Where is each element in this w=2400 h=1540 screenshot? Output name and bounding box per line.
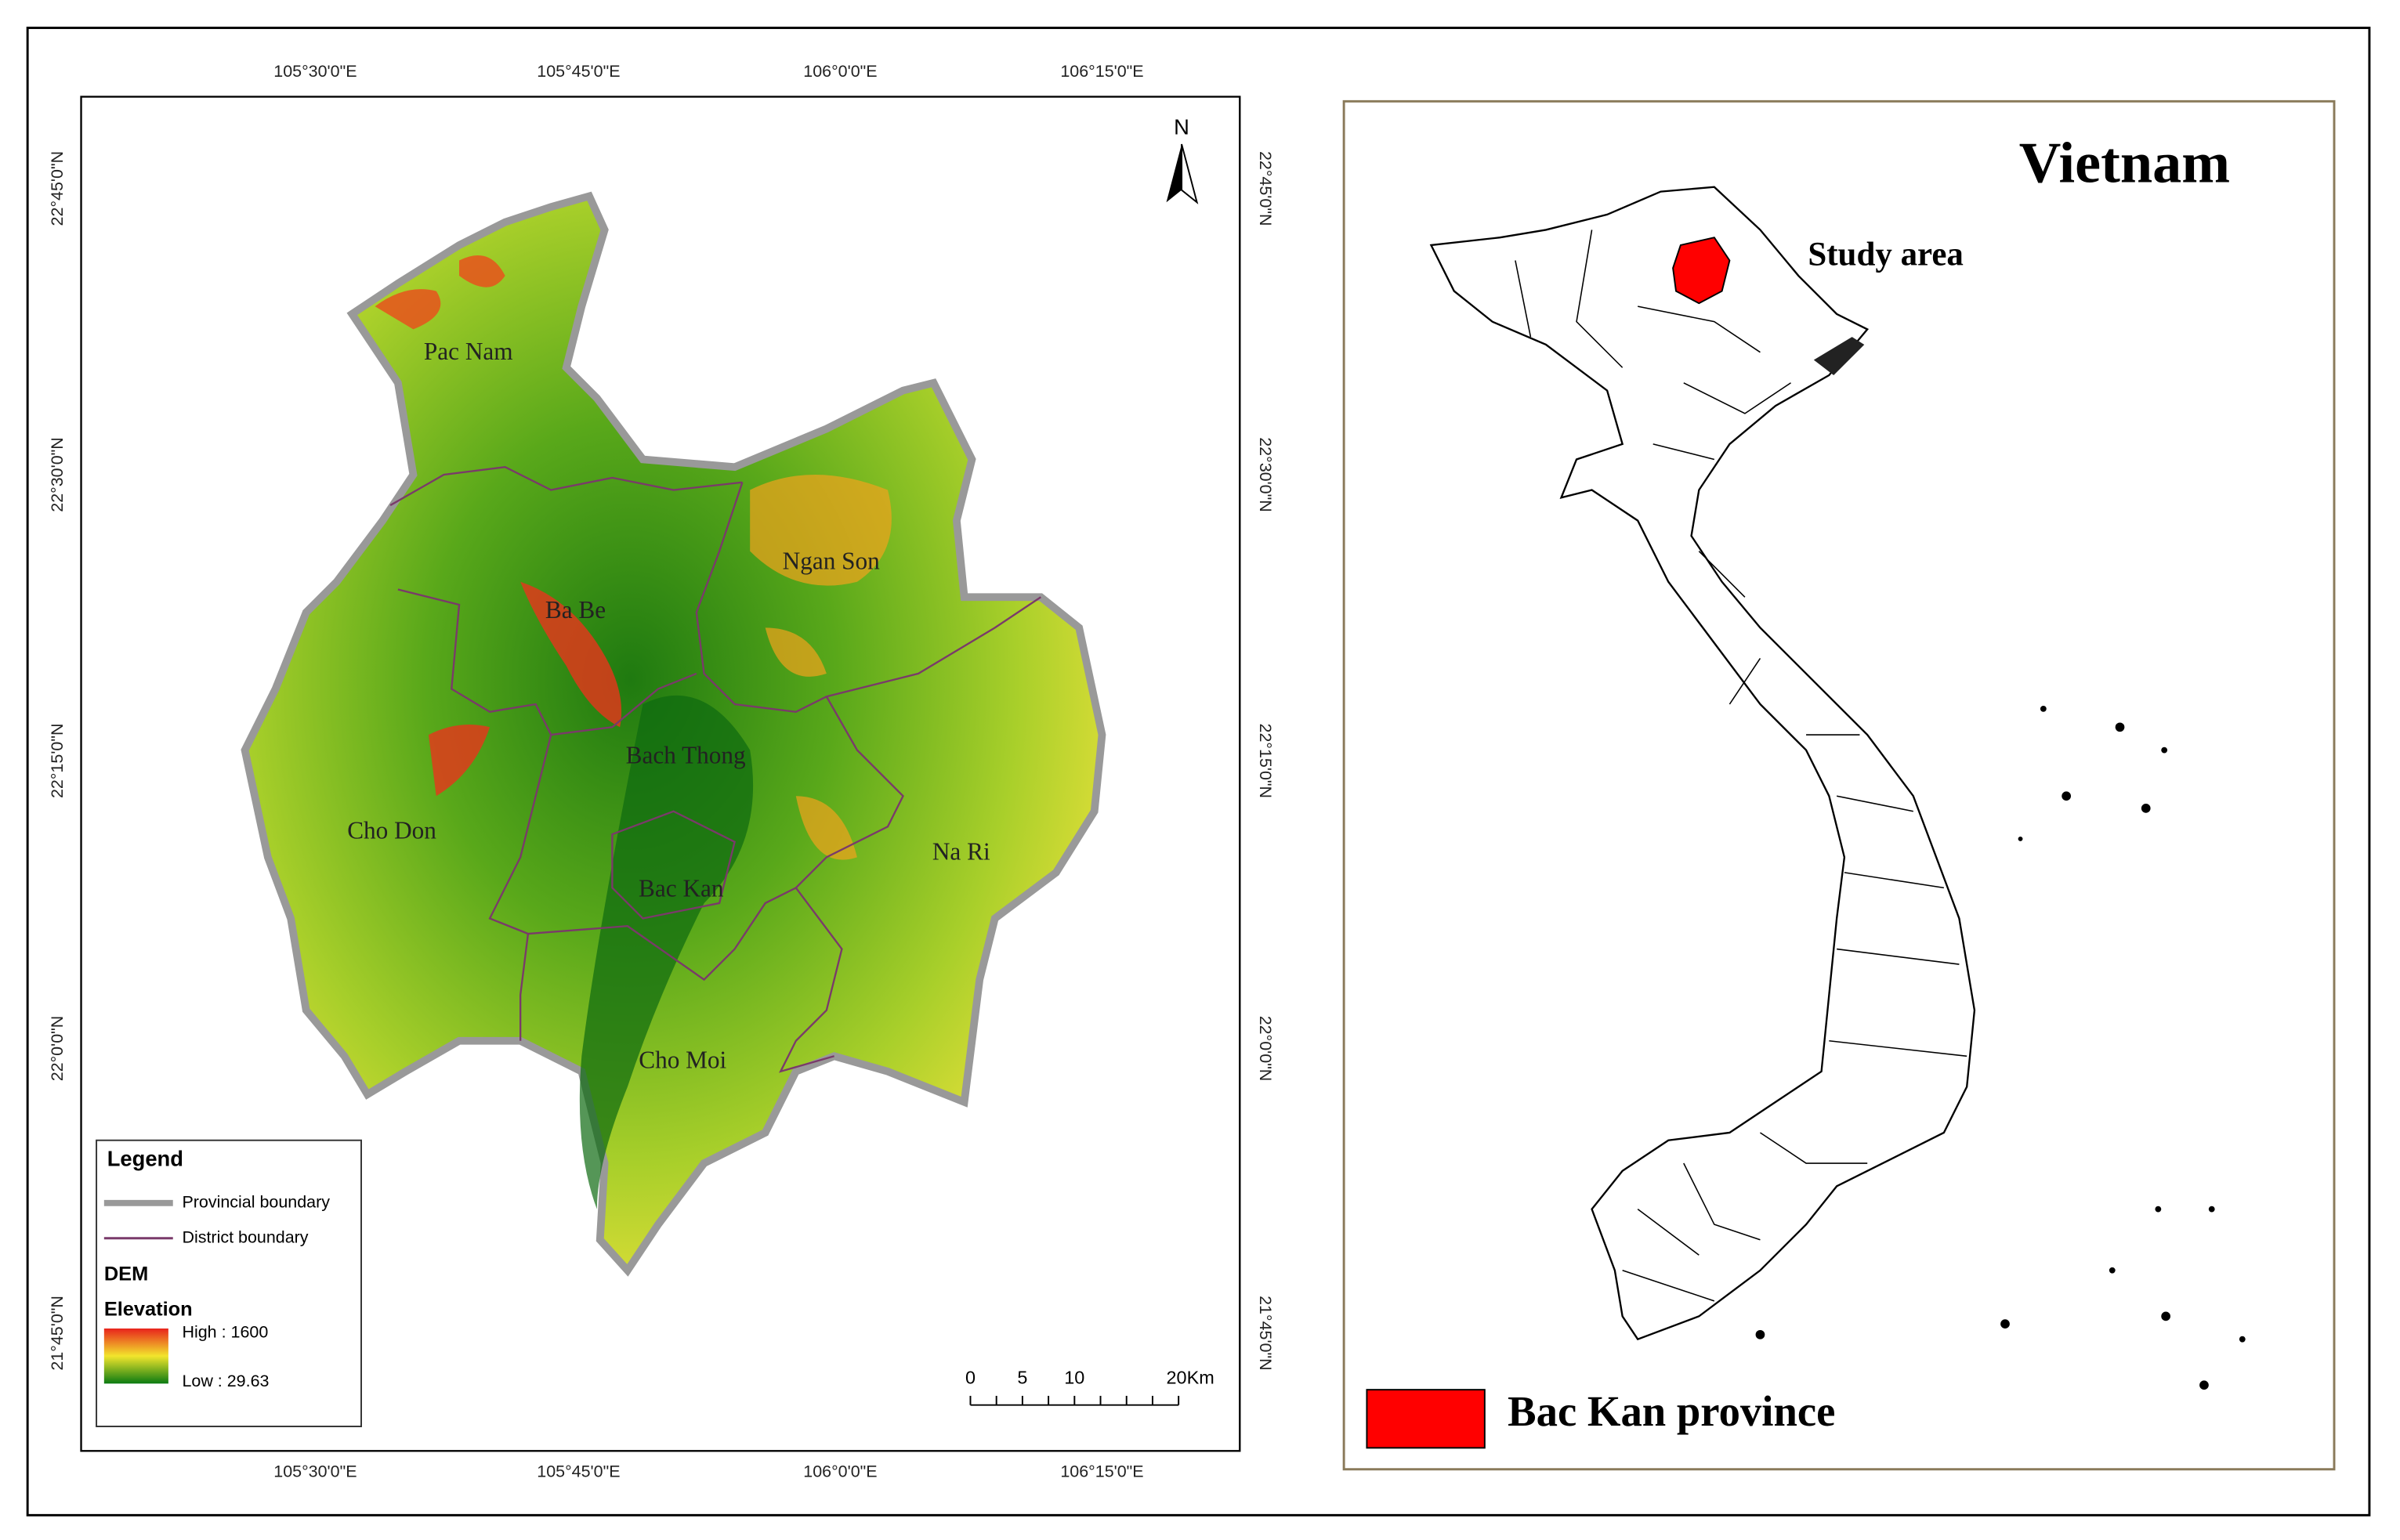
district-label: Bac Kan [639, 874, 724, 902]
lat-label: 22°0'0"N [1256, 1016, 1275, 1082]
lon-label: 105°30'0"E [273, 1462, 357, 1480]
scale-label: 5 [1017, 1368, 1027, 1388]
elevation-ramp [103, 1329, 168, 1384]
district-label: Na Ri [932, 838, 990, 866]
lon-label: 106°0'0"E [803, 62, 877, 81]
study-area-label: Study area [1808, 236, 1964, 273]
low-label: Low : 29.63 [182, 1372, 269, 1390]
vietnam-map [1429, 186, 2246, 1390]
district-label: Pac Nam [424, 338, 513, 365]
islands [1813, 337, 1865, 376]
province [241, 191, 1106, 1277]
district-label: Ngan Son [783, 547, 881, 574]
province-lines [1515, 230, 1967, 1302]
lat-label: 21°45'0"N [48, 1296, 67, 1371]
lat-label: 22°30'0"N [48, 437, 67, 512]
lon-label: 105°45'0"E [537, 62, 620, 81]
lon-label: 105°30'0"E [273, 62, 357, 81]
mid-terrain [750, 474, 892, 860]
district-labels: Pac Nam Ba Be Ngan Son Bach Thong Cho Don Bac… [347, 338, 990, 1073]
legend-title: Legend [107, 1146, 183, 1170]
lat-label: 22°15'0"N [48, 724, 67, 799]
lon-label: 106°15'0"E [1060, 62, 1143, 81]
lon-label: 106°0'0"E [803, 1462, 877, 1480]
north-arrow-left [1166, 144, 1182, 203]
legend-label: Bac Kan province [1508, 1387, 1835, 1435]
scale-label: 10 [1064, 1368, 1084, 1388]
lon-label: 106°15'0"E [1060, 1462, 1143, 1480]
lon-label: 105°45'0"E [537, 1462, 620, 1480]
scale-label: 0 [965, 1368, 976, 1388]
district-label: Ba Be [545, 596, 606, 624]
district-label: Cho Don [347, 816, 436, 844]
high-terrain [375, 255, 505, 330]
lat-label: 22°15'0"N [1256, 724, 1275, 799]
legend: Legend Provincial boundary District boun… [96, 1139, 362, 1428]
district-label: Bach Thong [626, 742, 746, 769]
scale-bar: 0 5 10 20Km [965, 1368, 1214, 1406]
scale-label: 20Km [1167, 1368, 1214, 1388]
lat-label: 22°45'0"N [1256, 151, 1275, 226]
legend-item: Provincial boundary [182, 1192, 330, 1211]
north-arrow-right [1181, 143, 1199, 204]
elevation-label: Elevation [104, 1298, 193, 1320]
study-area [1672, 237, 1731, 305]
country-title: Vietnam [2019, 131, 2230, 195]
district-boundaries [389, 466, 1041, 1073]
lat-label: 22°45'0"N [48, 151, 67, 226]
north-arrow: N [1166, 115, 1199, 204]
north-label: N [1174, 115, 1189, 139]
legend-swatch [1366, 1389, 1486, 1449]
lat-label: 21°45'0"N [1256, 1296, 1275, 1371]
high-terrain [428, 581, 622, 797]
lat-label: 22°0'0"N [48, 1016, 67, 1082]
high-label: High : 1600 [182, 1323, 268, 1342]
district-label: Cho Moi [639, 1046, 726, 1073]
islands [1755, 705, 2246, 1390]
lat-label: 22°30'0"N [1256, 437, 1275, 512]
dem-label: DEM [104, 1263, 148, 1285]
legend-item: District boundary [182, 1227, 308, 1246]
graticule-labels: 105°30'0"E 105°45'0"E 106°0'0"E 106°15'0"E 1… [48, 62, 1275, 1480]
